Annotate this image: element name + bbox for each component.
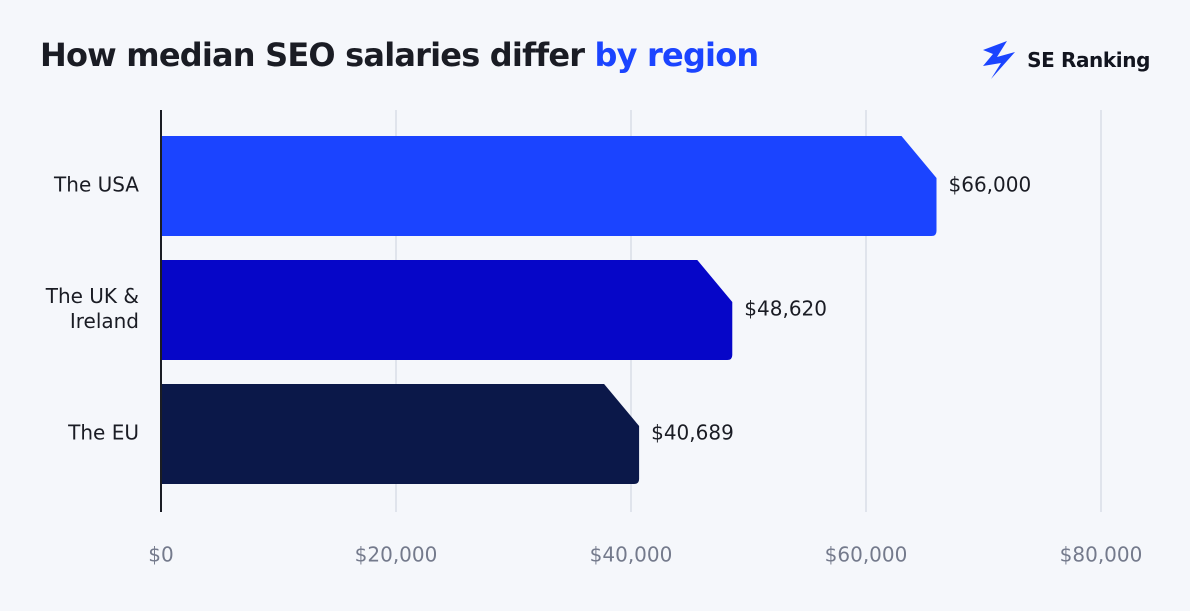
category-label: The USA	[53, 173, 139, 197]
category-label: The EU	[67, 421, 139, 445]
category-label: The UK &	[45, 284, 139, 308]
data-label: $48,620	[744, 297, 827, 321]
chart-title-main: How median SEO salaries differ	[40, 36, 595, 74]
chart-title: How median SEO salaries differ by region	[40, 36, 760, 74]
category-label: Ireland	[70, 309, 139, 333]
brand-logo: SE Ranking	[981, 40, 1150, 80]
x-tick-label: $40,000	[590, 543, 673, 567]
x-tick-label: $60,000	[825, 543, 908, 567]
x-tick-label: $0	[148, 543, 173, 567]
brand-logo-text: SE Ranking	[1027, 48, 1150, 72]
x-tick-label: $20,000	[355, 543, 438, 567]
bar	[161, 136, 937, 236]
x-tick-label: $80,000	[1060, 543, 1143, 567]
bar	[161, 384, 640, 484]
data-label: $40,689	[651, 421, 734, 445]
chart-title-accent: by region	[594, 36, 760, 74]
data-label: $66,000	[949, 173, 1032, 197]
bar	[161, 260, 733, 360]
se-ranking-bolt-icon	[983, 41, 1016, 79]
